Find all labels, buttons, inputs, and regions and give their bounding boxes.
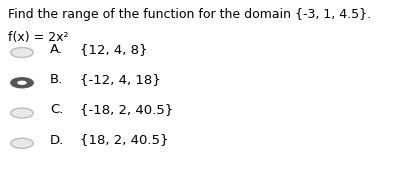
Text: Find the range of the function for the domain {-3, 1, 4.5}.: Find the range of the function for the d… xyxy=(8,8,371,21)
Circle shape xyxy=(11,138,33,148)
Text: A.: A. xyxy=(50,43,63,56)
Text: B.: B. xyxy=(50,73,63,86)
Circle shape xyxy=(11,48,33,57)
Circle shape xyxy=(11,108,33,118)
Text: {-18, 2, 40.5}: {-18, 2, 40.5} xyxy=(80,103,173,116)
Text: {12, 4, 8}: {12, 4, 8} xyxy=(80,43,148,56)
Text: f(x) = 2x²: f(x) = 2x² xyxy=(8,31,68,44)
Text: {18, 2, 40.5}: {18, 2, 40.5} xyxy=(80,134,168,146)
Circle shape xyxy=(11,78,33,88)
Circle shape xyxy=(17,81,27,85)
Text: D.: D. xyxy=(50,134,64,146)
Text: C.: C. xyxy=(50,103,63,116)
Text: {-12, 4, 18}: {-12, 4, 18} xyxy=(80,73,161,86)
